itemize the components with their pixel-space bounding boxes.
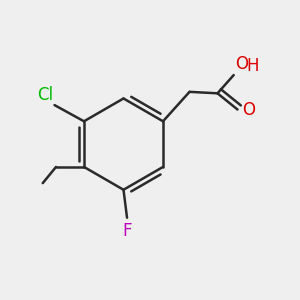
Text: O: O: [242, 100, 255, 118]
Text: Cl: Cl: [37, 85, 53, 103]
Text: O: O: [235, 55, 248, 73]
Text: H: H: [247, 57, 259, 75]
Text: F: F: [122, 222, 132, 240]
